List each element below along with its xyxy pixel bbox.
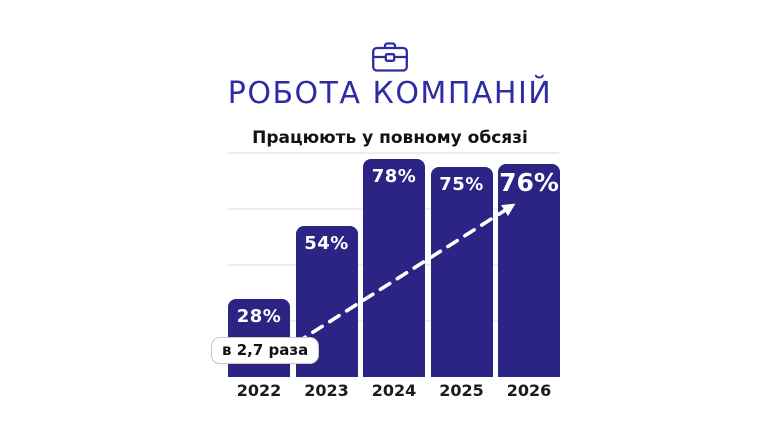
annotation-label: в 2,7 раза	[222, 341, 309, 359]
page-title: РОБОТА КОМПАНІЙ	[227, 76, 553, 111]
bar-value-label: 78%	[371, 165, 417, 187]
x-axis-label: 2026	[506, 381, 552, 400]
x-axis-label: 2023	[304, 381, 349, 400]
briefcase-icon	[372, 42, 408, 72]
bar-value-label: 54%	[304, 232, 349, 254]
bar-2024: 78%	[363, 158, 425, 377]
x-axis-label: 2025	[439, 381, 484, 400]
chart-title: Працюють у повному обсязі	[252, 128, 528, 148]
bar-value-label: 28%	[236, 305, 282, 327]
bar-2025: 75%	[430, 167, 493, 377]
bar-2026: 76%	[498, 164, 560, 377]
gridline	[228, 152, 559, 154]
bar-value-label: 75%	[439, 174, 484, 195]
bar-value-label: 76%	[499, 168, 559, 198]
annotation-callout: в 2,7 раза	[211, 337, 320, 364]
x-axis-label: 2024	[371, 381, 417, 400]
x-axis-label: 2022	[236, 381, 282, 400]
